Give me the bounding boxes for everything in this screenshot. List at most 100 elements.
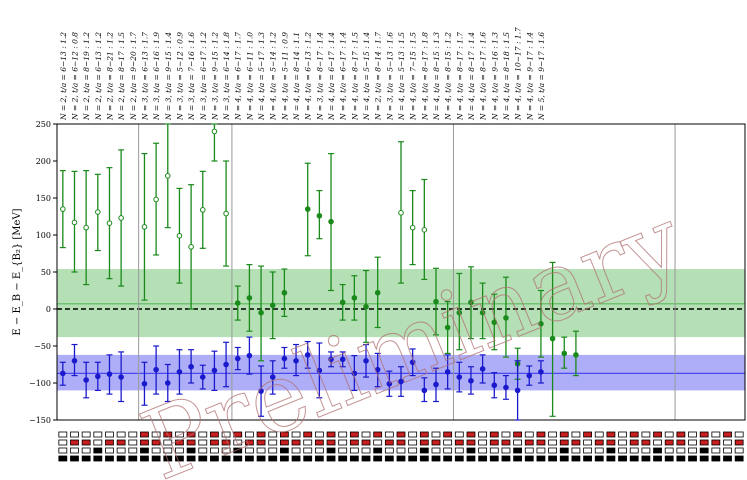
operator-marker xyxy=(221,431,231,438)
operator-marker xyxy=(548,439,557,446)
operator-marker xyxy=(513,447,523,454)
operator-marker xyxy=(93,447,103,454)
column-label: N = 5, t/a = 9−17 : 1.6 xyxy=(537,32,546,121)
data-point xyxy=(526,372,533,379)
operator-marker xyxy=(513,439,523,446)
operator-marker xyxy=(70,455,79,462)
operator-marker xyxy=(151,431,161,438)
operator-marker xyxy=(676,447,686,454)
operator-marker xyxy=(501,455,511,462)
operator-marker xyxy=(349,431,359,438)
data-point xyxy=(188,244,194,250)
operator-marker xyxy=(81,447,91,454)
operator-marker xyxy=(408,447,418,454)
data-point xyxy=(83,224,89,231)
data-point xyxy=(456,309,463,316)
data-point xyxy=(304,352,311,358)
operator-marker xyxy=(268,447,278,454)
data-point xyxy=(71,358,78,364)
operator-marker xyxy=(291,431,301,438)
column-label: N = 4, t/a = 6−17 : 1.4 xyxy=(339,32,348,121)
operator-marker xyxy=(594,455,604,462)
data-point xyxy=(398,210,404,216)
data-point xyxy=(211,367,218,374)
data-point xyxy=(409,224,416,231)
operator-marker xyxy=(454,447,464,454)
operator-marker xyxy=(723,439,732,446)
operator-marker xyxy=(140,447,149,454)
operator-marker xyxy=(408,431,418,438)
operator-marker xyxy=(338,447,348,454)
operator-marker xyxy=(349,455,359,462)
operator-marker xyxy=(466,431,476,438)
data-point xyxy=(60,370,66,377)
data-point xyxy=(153,196,159,203)
data-point xyxy=(351,370,358,377)
operator-marker xyxy=(140,439,149,446)
operator-marker xyxy=(478,455,488,462)
column-label: N = 3, t/a = 5−12 : 0.9 xyxy=(175,32,184,121)
data-point xyxy=(479,366,486,372)
column-label: N = 4, t/a = 5−11 : 0.9 xyxy=(280,32,289,121)
operator-marker xyxy=(326,455,336,462)
column-label: N = 4, t/a = 6−17 : 1.4 xyxy=(327,32,336,121)
operator-marker xyxy=(338,455,348,462)
operator-marker xyxy=(175,431,184,438)
data-point xyxy=(269,302,276,309)
operator-marker xyxy=(279,455,289,462)
operator-marker xyxy=(489,431,499,438)
operator-marker xyxy=(279,431,289,438)
operator-marker xyxy=(151,439,161,446)
operator-marker xyxy=(618,431,627,438)
operator-marker xyxy=(536,431,546,438)
operator-marker xyxy=(536,439,546,446)
operator-marker xyxy=(699,447,709,454)
operator-marker xyxy=(454,439,464,446)
operator-marker xyxy=(58,431,68,438)
operator-marker xyxy=(58,455,68,462)
operator-marker xyxy=(419,447,429,454)
operator-marker xyxy=(256,431,266,438)
operator-marker xyxy=(489,439,499,446)
y-tick-label: 200 xyxy=(36,157,51,166)
operator-marker xyxy=(513,455,523,462)
operator-marker xyxy=(734,439,744,446)
column-label: N = 2, t/a = 8−14 : 1.7 xyxy=(374,32,383,121)
operator-marker xyxy=(571,455,581,462)
y-tick-label: 50 xyxy=(41,268,51,277)
operator-marker xyxy=(723,447,732,454)
column-label: N = 3, t/a = 6−13 : 1.7 xyxy=(140,32,149,121)
operator-marker xyxy=(501,439,511,446)
operator-marker xyxy=(105,431,114,438)
operator-marker xyxy=(198,431,208,438)
operator-marker xyxy=(291,439,301,446)
operator-marker xyxy=(70,431,79,438)
operator-marker xyxy=(734,431,744,438)
y-tick-label: −100 xyxy=(29,379,51,388)
operator-marker xyxy=(664,447,674,454)
operator-marker xyxy=(396,439,406,446)
operator-marker xyxy=(723,455,732,462)
operator-marker xyxy=(524,431,534,438)
data-point xyxy=(549,335,556,342)
column-label: N = 4, t/a = 6−17 : 1.7 xyxy=(234,32,243,121)
operator-marker xyxy=(618,447,627,454)
operator-marker xyxy=(105,447,114,454)
data-point xyxy=(363,303,369,310)
operator-marker xyxy=(221,447,231,454)
column-label: N = 4, t/a = 8−17 : 1.6 xyxy=(479,32,488,121)
operator-marker xyxy=(606,455,616,462)
data-point xyxy=(246,295,253,301)
operator-marker xyxy=(326,447,336,454)
operator-marker xyxy=(268,439,278,446)
data-point xyxy=(316,212,323,219)
column-label: N = 3, t/a = 8−17 : 1.4 xyxy=(315,32,324,121)
operator-marker xyxy=(513,431,523,438)
data-point xyxy=(444,324,451,331)
data-point xyxy=(164,380,171,386)
data-point xyxy=(339,356,346,363)
operator-marker xyxy=(641,447,651,454)
operator-marker xyxy=(699,431,709,438)
data-point xyxy=(339,299,346,306)
operator-marker xyxy=(594,447,604,454)
